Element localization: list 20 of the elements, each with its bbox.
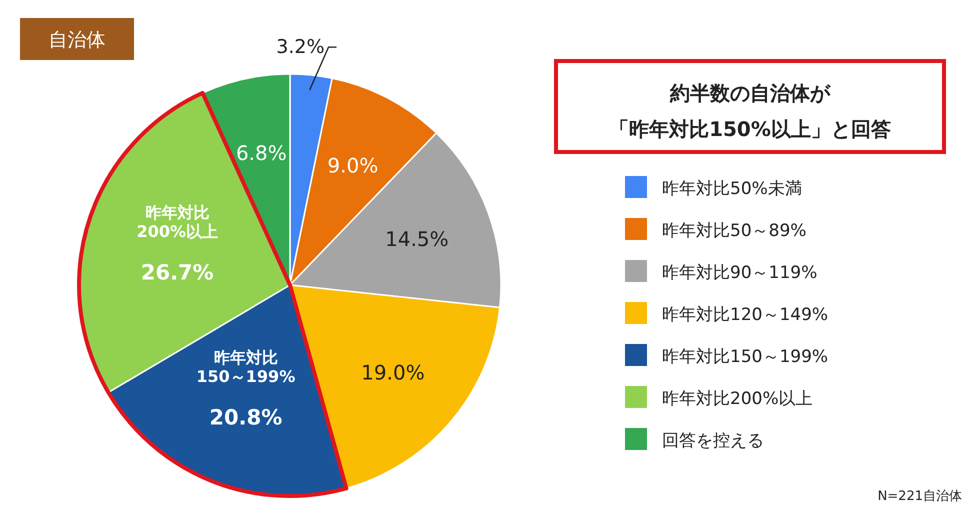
data-label: 19.0% [361,360,425,384]
legend-label: 回答を控える [662,431,764,451]
text: 昨年対比 150～199% [196,348,296,386]
text: 昨年対比 200%以上 [136,202,218,242]
text: 約半数の自治体が [669,81,831,105]
data-label: 14.5% [385,226,449,251]
legend-label: 昨年対比50%未満 [662,179,802,199]
legend-label: 昨年対比50～89% [662,221,806,241]
text: 「昨年対比150%以上」と回答 [609,117,891,141]
chart-title: 自治体 [48,29,106,51]
legend-label: 昨年対比90～119% [662,263,818,283]
data-label: 26.7% [140,260,214,285]
data-label: 3.2% [276,36,325,58]
text: N=221自治体 [878,489,962,504]
data-label: 6.8% [236,141,287,166]
legend-label: 昨年対比150～199% [662,347,828,367]
legend-label: 昨年対比200%以上 [662,389,813,409]
legend-label: 昨年対比120～149% [662,305,828,325]
data-label: 20.8% [209,406,282,430]
data-label: 9.0% [327,153,378,178]
